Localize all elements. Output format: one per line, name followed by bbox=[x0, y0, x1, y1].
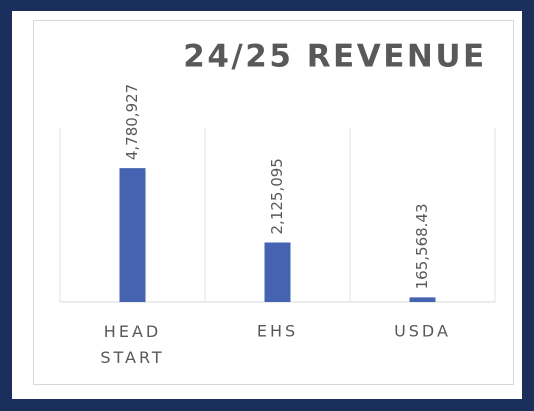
chart-title: 24/25 REVENUE bbox=[183, 39, 486, 75]
x-tick-label: HEAD START bbox=[100, 322, 164, 367]
bar bbox=[409, 297, 436, 302]
bar bbox=[264, 242, 291, 302]
x-tick-label: USDA bbox=[394, 322, 451, 341]
data-label: 4,780,927 bbox=[123, 84, 141, 160]
label-line: START bbox=[100, 348, 164, 367]
panel bbox=[12, 11, 522, 399]
data-label: 165,568.43 bbox=[413, 203, 431, 289]
chart-frame bbox=[33, 20, 514, 385]
label-line: HEAD bbox=[104, 322, 161, 341]
x-tick-label: EHS bbox=[257, 322, 298, 341]
data-label: 2,125,095 bbox=[268, 158, 286, 234]
bar bbox=[119, 168, 146, 302]
